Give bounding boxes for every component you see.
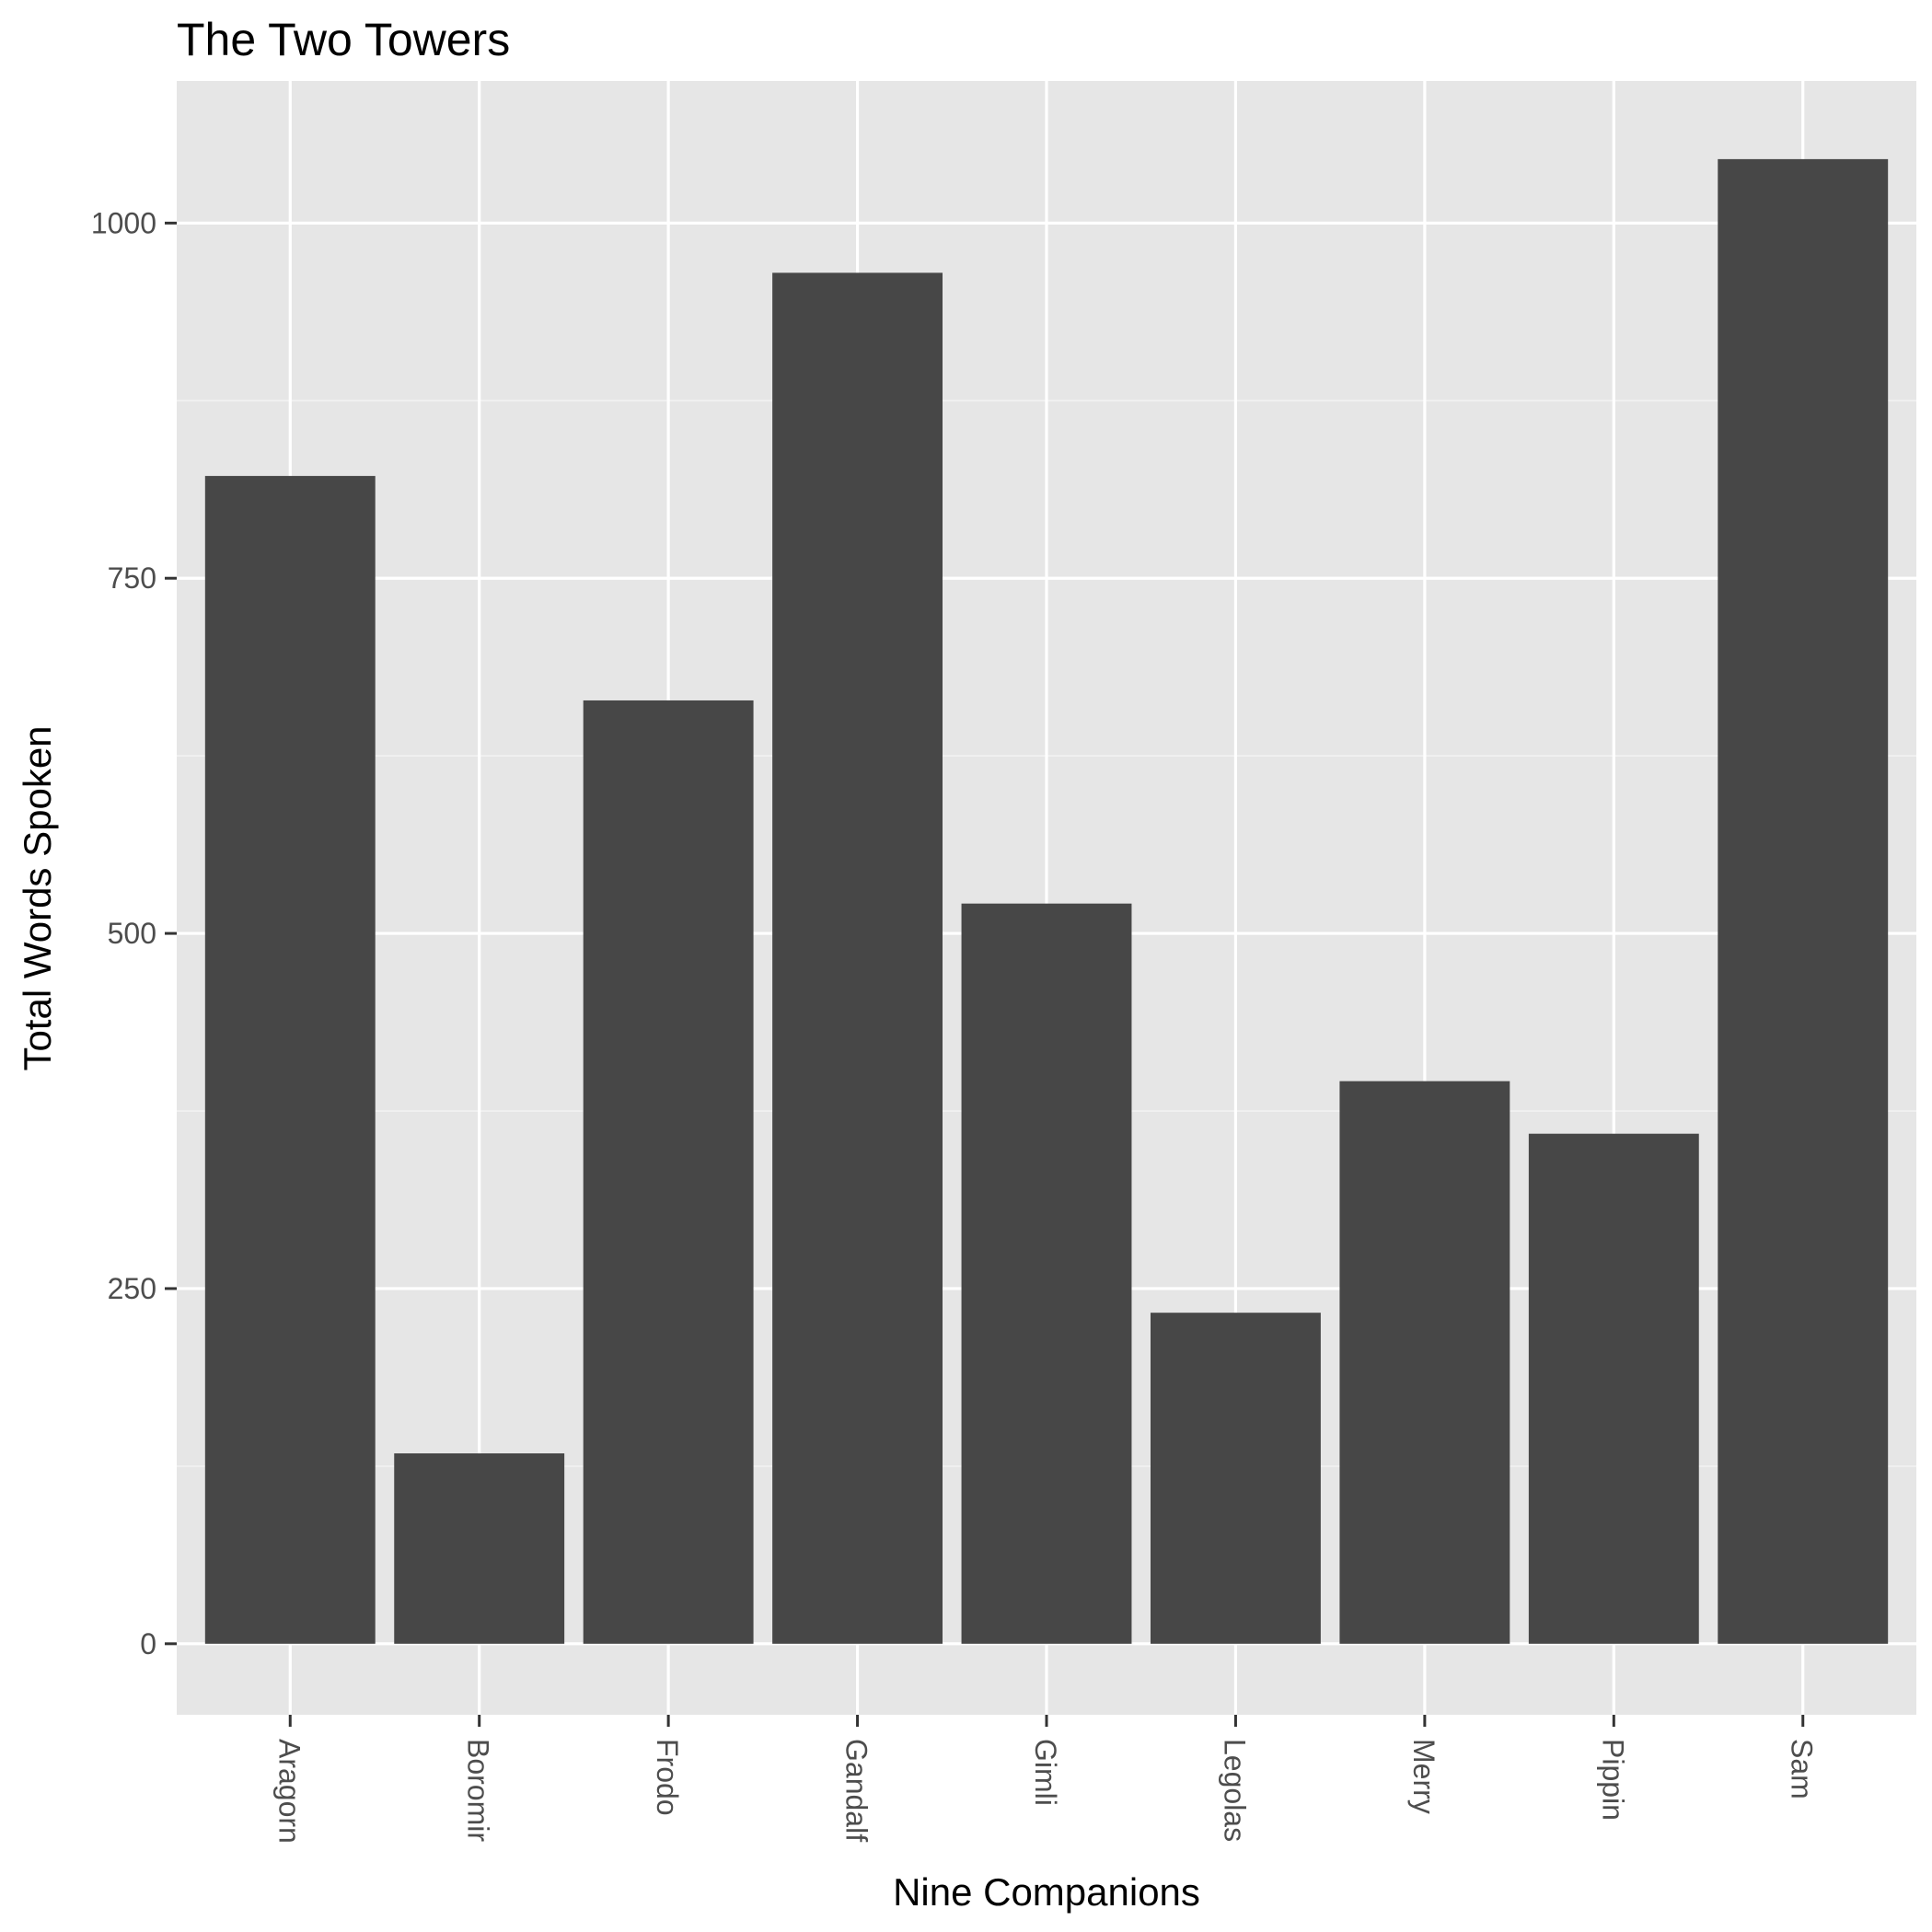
y-tick-label: 0	[140, 1627, 156, 1660]
x-tick-label: Frodo	[651, 1739, 684, 1816]
bar-pippin	[1528, 1133, 1699, 1644]
x-tick-label: Sam	[1786, 1739, 1819, 1799]
x-axis: Aragorn Boromir Frodo Gandalf Gimli Legolas Me…	[272, 1715, 1819, 1844]
bar-gimli	[961, 903, 1132, 1644]
x-tick-label: Gimli	[1029, 1739, 1062, 1806]
bar-boromir	[394, 1453, 565, 1644]
x-tick-label: Merry	[1407, 1739, 1440, 1814]
y-tick-label: 1000	[91, 206, 156, 239]
bar-aragorn	[204, 476, 376, 1644]
y-tick-label: 250	[108, 1272, 156, 1305]
bar-legolas	[1150, 1313, 1321, 1644]
y-axis: 0 250 500 750 1000	[91, 206, 177, 1660]
x-tick-label: Gandalf	[840, 1739, 873, 1842]
x-tick-label: Aragorn	[272, 1739, 306, 1844]
bar-merry	[1339, 1081, 1510, 1644]
x-tick-label: Boromir	[462, 1739, 495, 1842]
y-tick-label: 750	[108, 561, 156, 595]
chart-title: The Two Towers	[177, 14, 510, 65]
bar-gandalf	[772, 272, 943, 1644]
y-axis-title: Total Words Spoken	[16, 725, 59, 1070]
y-tick-label: 500	[108, 917, 156, 950]
x-tick-label: Legolas	[1218, 1739, 1251, 1842]
bar-frodo	[583, 700, 754, 1644]
bar-sam	[1718, 158, 1889, 1644]
bars	[204, 158, 1889, 1644]
x-tick-label: Pippin	[1596, 1739, 1629, 1821]
x-axis-title: Nine Companions	[893, 1870, 1200, 1914]
